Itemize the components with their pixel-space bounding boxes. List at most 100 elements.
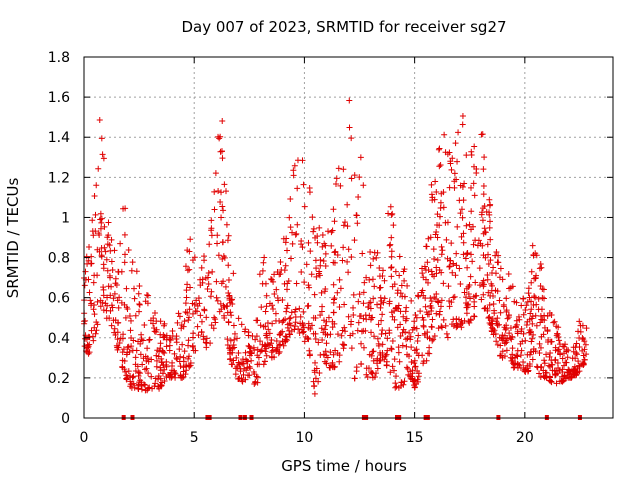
- data-point: [359, 250, 366, 257]
- data-point: [121, 231, 128, 238]
- data-point: [139, 337, 146, 344]
- data-point: [323, 340, 330, 347]
- data-point: [355, 193, 362, 200]
- data-point: [210, 325, 217, 332]
- data-point: [203, 314, 210, 321]
- data-point: [486, 209, 493, 216]
- data-point: [360, 344, 367, 351]
- data-point: [306, 352, 313, 359]
- data-point: [214, 232, 221, 239]
- data-point: [520, 311, 527, 318]
- data-point: [284, 286, 291, 293]
- data-point: [248, 357, 255, 364]
- data-point: [230, 270, 237, 277]
- data-point: [573, 371, 580, 378]
- data-point: [478, 211, 485, 218]
- data-point: [374, 249, 381, 256]
- data-point: [301, 338, 308, 345]
- data-point: [531, 293, 538, 300]
- data-point: [268, 349, 275, 356]
- data-point: [554, 347, 561, 354]
- data-point: [391, 281, 398, 288]
- data-point: [227, 337, 234, 344]
- data-point: [541, 317, 548, 324]
- data-point: [470, 180, 477, 187]
- data-point: [471, 143, 478, 150]
- data-point: [446, 263, 453, 270]
- data-point: [532, 294, 539, 301]
- data-point: [94, 298, 101, 305]
- data-point: [457, 210, 464, 217]
- data-point: [136, 301, 143, 308]
- data-point: [522, 368, 529, 375]
- data-point: [185, 355, 192, 362]
- data-point: [127, 378, 134, 385]
- data-point: [381, 277, 388, 284]
- data-point: [287, 196, 294, 203]
- data-point: [137, 340, 144, 347]
- data-point: [251, 347, 258, 354]
- data-point: [527, 310, 534, 317]
- data-point: [93, 319, 100, 326]
- data-point: [284, 302, 291, 309]
- data-point: [388, 273, 395, 280]
- data-point: [292, 319, 299, 326]
- data-point: [509, 283, 516, 290]
- data-point: [456, 265, 463, 272]
- data-point: [120, 205, 127, 212]
- data-point: [258, 304, 265, 311]
- data-point: [396, 272, 403, 279]
- data-point: [184, 281, 191, 288]
- data-point: [293, 230, 300, 237]
- data-point: [425, 267, 432, 274]
- data-point: [570, 348, 577, 355]
- data-point: [453, 324, 460, 331]
- data-point: [312, 359, 319, 366]
- data-point: [543, 351, 550, 358]
- data-point: [493, 249, 500, 256]
- data-point: [529, 356, 536, 363]
- data-point: [348, 345, 355, 352]
- data-point: [114, 336, 121, 343]
- data-point: [486, 218, 493, 225]
- data-point: [490, 331, 497, 338]
- data-point: [313, 273, 320, 280]
- data-point: [378, 298, 385, 305]
- data-point: [212, 316, 219, 323]
- data-point: [369, 276, 376, 283]
- data-point: [377, 284, 384, 291]
- data-point: [245, 332, 252, 339]
- data-point: [403, 336, 410, 343]
- data-point: [331, 218, 338, 225]
- data-point: [276, 318, 283, 325]
- data-point: [486, 314, 493, 321]
- data-point: [412, 312, 419, 319]
- data-point: [91, 192, 98, 199]
- data-point: [242, 349, 249, 356]
- data-point: [466, 221, 473, 228]
- data-point: [468, 251, 475, 258]
- data-point: [85, 344, 92, 351]
- data-point: [234, 363, 241, 370]
- data-point: [431, 256, 438, 263]
- data-point: [517, 352, 524, 359]
- data-point: [382, 330, 389, 337]
- data-point: [449, 269, 456, 276]
- data-point: [268, 337, 275, 344]
- data-point: [575, 358, 582, 365]
- data-point: [435, 299, 442, 306]
- data-point: [565, 347, 572, 354]
- data-point: [487, 257, 494, 264]
- data-point: [440, 316, 447, 323]
- data-point: [514, 328, 521, 335]
- data-point: [388, 211, 395, 218]
- data-point: [481, 225, 488, 232]
- data-point: [544, 328, 551, 335]
- data-point: [312, 315, 319, 322]
- data-point: [341, 342, 348, 349]
- data-point: [153, 363, 160, 370]
- data-point: [119, 349, 126, 356]
- data-point: [300, 308, 307, 315]
- data-point: [274, 295, 281, 302]
- data-point: [502, 340, 509, 347]
